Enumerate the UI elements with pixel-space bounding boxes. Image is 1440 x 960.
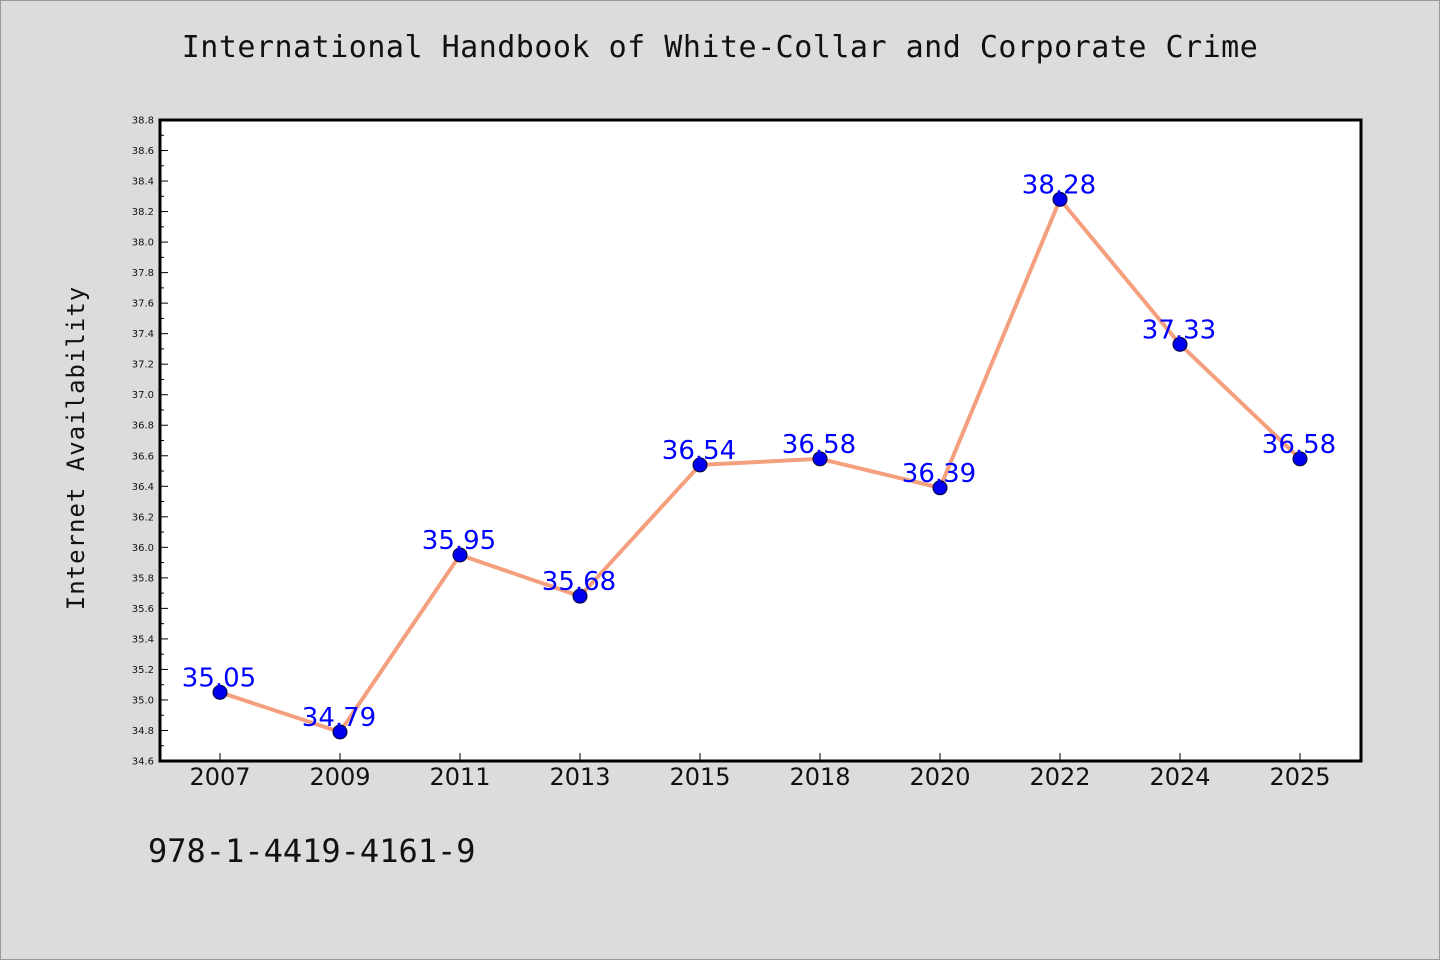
data-point — [692, 457, 708, 473]
x-tick-label: 2024 — [1149, 763, 1210, 791]
y-tick-label: 38.2 — [132, 207, 154, 218]
data-label: 35.95 — [422, 526, 496, 556]
y-tick-label: 36.4 — [132, 482, 154, 493]
data-point — [1172, 336, 1188, 352]
y-tick-label: 38.6 — [132, 146, 154, 157]
y-tick-label: 36.6 — [132, 451, 154, 462]
x-tick-label: 2020 — [909, 763, 970, 791]
y-tick-label: 35.6 — [132, 604, 154, 615]
y-tick-label: 38.0 — [132, 238, 154, 249]
data-label: 34.79 — [302, 703, 376, 733]
x-tick-label: 2025 — [1269, 763, 1330, 791]
series-line — [219, 197, 1302, 735]
data-label: 35.68 — [542, 567, 616, 597]
x-tick-label: 2009 — [309, 763, 370, 791]
y-tick-label: 38.4 — [132, 177, 154, 188]
data-point — [572, 588, 588, 604]
data-label: 37.33 — [1142, 315, 1216, 345]
y-tick-label: 37.0 — [132, 390, 154, 401]
y-tick-label: 38.8 — [132, 116, 154, 127]
y-tick-label: 36.2 — [132, 512, 154, 523]
y-tick-label: 37.2 — [132, 360, 154, 371]
isbn-footer: 978-1-4419-4161-9 — [148, 832, 476, 870]
x-tick-label: 2018 — [789, 763, 850, 791]
data-label: 36.58 — [782, 430, 856, 460]
y-tick-label: 36.8 — [132, 421, 154, 432]
data-label: 36.54 — [662, 436, 736, 466]
y-tick-label: 35.8 — [132, 573, 154, 584]
y-tick-label: 37.6 — [132, 299, 154, 310]
y-tick-label: 34.6 — [132, 757, 154, 768]
data-point — [812, 451, 828, 467]
data-label: 35.05 — [182, 663, 256, 693]
data-label: 36.39 — [902, 459, 976, 489]
data-point — [1052, 191, 1068, 207]
data-point — [1292, 451, 1308, 467]
data-point — [452, 547, 468, 563]
data-point — [332, 724, 348, 740]
y-tick-label: 35.0 — [132, 695, 154, 706]
x-tick-label: 2013 — [549, 763, 610, 791]
x-tick-label: 2015 — [669, 763, 730, 791]
x-tick-label: 2011 — [429, 763, 490, 791]
x-tick-label: 2022 — [1029, 763, 1090, 791]
data-label: 38.28 — [1022, 170, 1096, 200]
plot-area — [158, 118, 1363, 763]
data-label: 36.58 — [1262, 430, 1336, 460]
y-tick-label: 37.8 — [132, 268, 154, 279]
data-point — [932, 480, 948, 496]
x-tick-label: 2007 — [189, 763, 250, 791]
y-tick-label: 36.0 — [132, 543, 154, 554]
data-point — [212, 684, 228, 700]
chart-title: International Handbook of White-Collar a… — [181, 30, 1259, 65]
y-tick-label: 37.4 — [132, 329, 154, 340]
y-tick-label: 34.8 — [132, 726, 154, 737]
y-tick-label: 35.2 — [132, 665, 154, 676]
y-tick-label: 35.4 — [132, 634, 154, 645]
